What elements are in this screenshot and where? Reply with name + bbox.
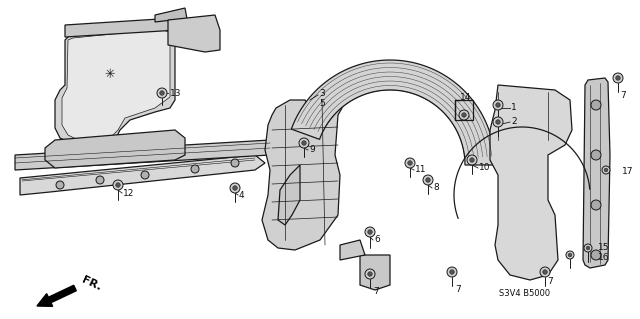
Circle shape — [496, 120, 500, 124]
Circle shape — [423, 175, 433, 185]
Text: S3V4 B5000: S3V4 B5000 — [499, 288, 550, 298]
Circle shape — [365, 227, 375, 237]
Polygon shape — [340, 240, 365, 260]
Text: 9: 9 — [309, 145, 315, 154]
Polygon shape — [262, 95, 342, 250]
Polygon shape — [360, 255, 390, 290]
Text: 13: 13 — [170, 88, 182, 98]
Text: 7: 7 — [455, 286, 461, 294]
Circle shape — [231, 159, 239, 167]
Circle shape — [470, 158, 474, 162]
Circle shape — [113, 180, 123, 190]
Polygon shape — [20, 155, 265, 195]
Circle shape — [160, 91, 164, 95]
Polygon shape — [65, 18, 178, 37]
Bar — [455, 100, 473, 120]
Circle shape — [426, 178, 430, 182]
Text: ✳: ✳ — [105, 69, 115, 81]
Polygon shape — [55, 25, 175, 145]
Text: 7: 7 — [373, 286, 379, 295]
Circle shape — [56, 181, 64, 189]
Polygon shape — [291, 60, 495, 165]
Circle shape — [467, 155, 477, 165]
FancyArrow shape — [37, 285, 76, 306]
Circle shape — [568, 253, 572, 257]
Polygon shape — [15, 140, 272, 170]
Circle shape — [408, 161, 412, 165]
Text: 8: 8 — [433, 183, 439, 192]
Circle shape — [405, 158, 415, 168]
Polygon shape — [155, 8, 190, 35]
Circle shape — [566, 251, 574, 259]
Circle shape — [540, 267, 550, 277]
Text: 12: 12 — [123, 189, 134, 197]
Circle shape — [493, 100, 503, 110]
Circle shape — [368, 272, 372, 276]
Circle shape — [96, 176, 104, 184]
Text: 14: 14 — [460, 93, 472, 101]
Circle shape — [301, 141, 307, 145]
Circle shape — [591, 100, 601, 110]
Circle shape — [591, 150, 601, 160]
Circle shape — [299, 138, 309, 148]
Circle shape — [496, 103, 500, 107]
Text: 16: 16 — [598, 254, 609, 263]
Polygon shape — [62, 29, 170, 142]
Circle shape — [591, 200, 601, 210]
Text: 2: 2 — [511, 117, 516, 127]
Circle shape — [447, 267, 457, 277]
Circle shape — [461, 113, 467, 117]
Circle shape — [493, 117, 503, 127]
Text: 17: 17 — [622, 167, 634, 176]
Circle shape — [141, 171, 149, 179]
Circle shape — [450, 270, 454, 274]
Circle shape — [365, 269, 375, 279]
Circle shape — [613, 73, 623, 83]
Circle shape — [586, 246, 590, 250]
Polygon shape — [490, 85, 572, 280]
Circle shape — [584, 244, 592, 252]
Text: 10: 10 — [479, 164, 490, 173]
Text: 7: 7 — [547, 277, 553, 286]
Text: 1: 1 — [511, 103, 516, 113]
Text: 7: 7 — [620, 91, 626, 100]
Polygon shape — [45, 130, 185, 168]
Circle shape — [157, 88, 167, 98]
Text: 4: 4 — [239, 190, 244, 199]
Circle shape — [230, 183, 240, 193]
Text: FR.: FR. — [80, 275, 103, 293]
Polygon shape — [278, 165, 300, 225]
Circle shape — [543, 270, 547, 274]
Circle shape — [604, 168, 608, 172]
Text: 5: 5 — [319, 99, 324, 108]
Circle shape — [116, 183, 120, 187]
Text: 6: 6 — [374, 235, 380, 244]
Text: 15: 15 — [598, 242, 609, 251]
Circle shape — [459, 110, 469, 120]
Text: 11: 11 — [415, 166, 426, 174]
Polygon shape — [168, 15, 220, 52]
Circle shape — [602, 166, 610, 174]
Circle shape — [591, 250, 601, 260]
Circle shape — [616, 76, 620, 80]
Circle shape — [191, 165, 199, 173]
Circle shape — [368, 230, 372, 234]
Polygon shape — [583, 78, 610, 268]
Text: 3: 3 — [319, 88, 324, 98]
Circle shape — [233, 186, 237, 190]
